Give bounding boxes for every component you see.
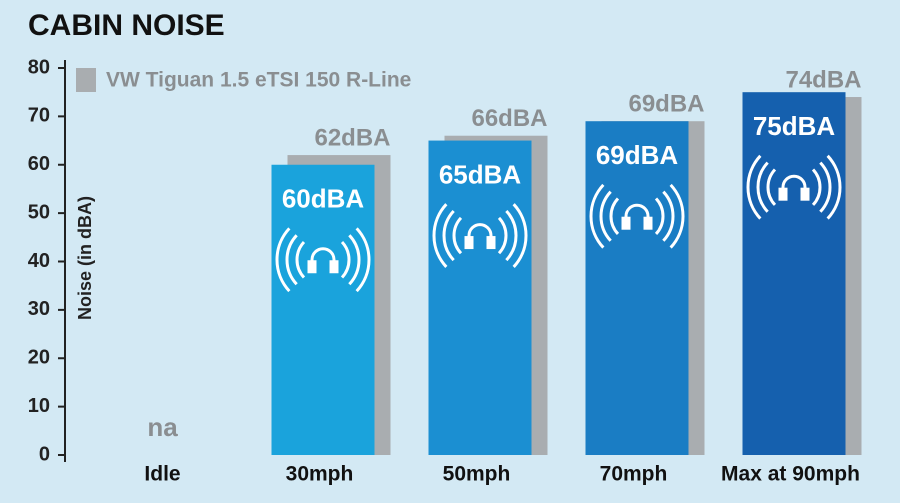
icon-wave	[654, 197, 665, 235]
headphone-icon	[432, 203, 528, 268]
headphone-icon	[589, 183, 685, 249]
icon-cup	[800, 187, 810, 201]
icon-wave	[669, 183, 685, 249]
icon-cup	[307, 260, 317, 274]
comparison-value-label: 62dBA	[314, 124, 390, 151]
icon-wave	[355, 227, 371, 293]
icon-wave	[599, 190, 612, 242]
icon-wave	[766, 168, 777, 206]
x-tick-label: 30mph	[286, 463, 354, 486]
comparison-value-label: 66dBA	[471, 105, 547, 132]
icon-wave	[589, 183, 605, 249]
y-tick-label: 20	[28, 347, 50, 369]
icon-band	[467, 223, 493, 242]
icon-wave	[609, 197, 620, 235]
bar-value-label: 60dBA	[282, 184, 365, 214]
y-tick-label: 40	[28, 250, 50, 272]
y-tick-label: 0	[39, 443, 50, 465]
icon-wave	[285, 234, 298, 286]
comparison-value-label: 74dBA	[785, 66, 861, 93]
headphone-icon	[746, 154, 842, 220]
legend-label: VW Tiguan 1.5 eTSI 150 R-Line	[106, 69, 411, 92]
icon-cup	[486, 236, 496, 250]
icon-band	[310, 247, 336, 266]
bar	[742, 92, 846, 455]
icon-wave	[432, 203, 448, 268]
icon-wave	[340, 241, 351, 279]
icon-band	[781, 174, 807, 194]
bar-value-label: 65dBA	[439, 159, 522, 189]
y-tick-label: 10	[28, 395, 50, 417]
icon-cup	[329, 260, 339, 274]
bar-value-label: 69dBA	[596, 140, 679, 170]
icon-wave	[275, 227, 291, 293]
bar	[428, 140, 532, 455]
icon-cup	[621, 216, 631, 230]
icon-wave	[826, 154, 842, 220]
chart-title: CABIN NOISE	[28, 9, 225, 42]
icon-wave	[505, 210, 518, 262]
bar	[271, 164, 375, 455]
icon-wave	[497, 216, 508, 255]
bar	[585, 121, 689, 456]
bar-value-label: 75dBA	[753, 111, 836, 141]
icon-wave	[512, 203, 528, 268]
y-tick-label: 50	[28, 201, 50, 223]
icon-wave	[348, 234, 361, 286]
legend-swatch	[76, 68, 96, 92]
y-tick-label: 80	[28, 56, 50, 78]
comparison-value-label: 69dBA	[628, 91, 704, 118]
icon-band	[624, 203, 650, 223]
icon-wave	[662, 190, 675, 242]
y-tick-label: 60	[28, 153, 50, 175]
icon-wave	[819, 161, 832, 213]
y-axis-label: Noise (in dBA)	[75, 196, 95, 320]
x-tick-label: Idle	[144, 463, 180, 486]
icon-wave	[295, 241, 306, 279]
icon-wave	[811, 168, 822, 206]
y-tick-label: 70	[28, 105, 50, 127]
x-tick-label: 70mph	[600, 463, 668, 486]
icon-wave	[452, 216, 463, 255]
icon-wave	[756, 161, 769, 213]
icon-cup	[643, 216, 653, 230]
x-tick-label: 50mph	[443, 463, 511, 486]
icon-cup	[778, 187, 788, 201]
icon-wave	[746, 154, 762, 220]
headphone-icon	[275, 227, 371, 293]
x-tick-label: Max at 90mph	[721, 463, 860, 486]
bar-value-label: na	[147, 412, 178, 442]
y-tick-label: 30	[28, 298, 50, 320]
icon-wave	[442, 210, 455, 262]
icon-cup	[464, 236, 474, 250]
